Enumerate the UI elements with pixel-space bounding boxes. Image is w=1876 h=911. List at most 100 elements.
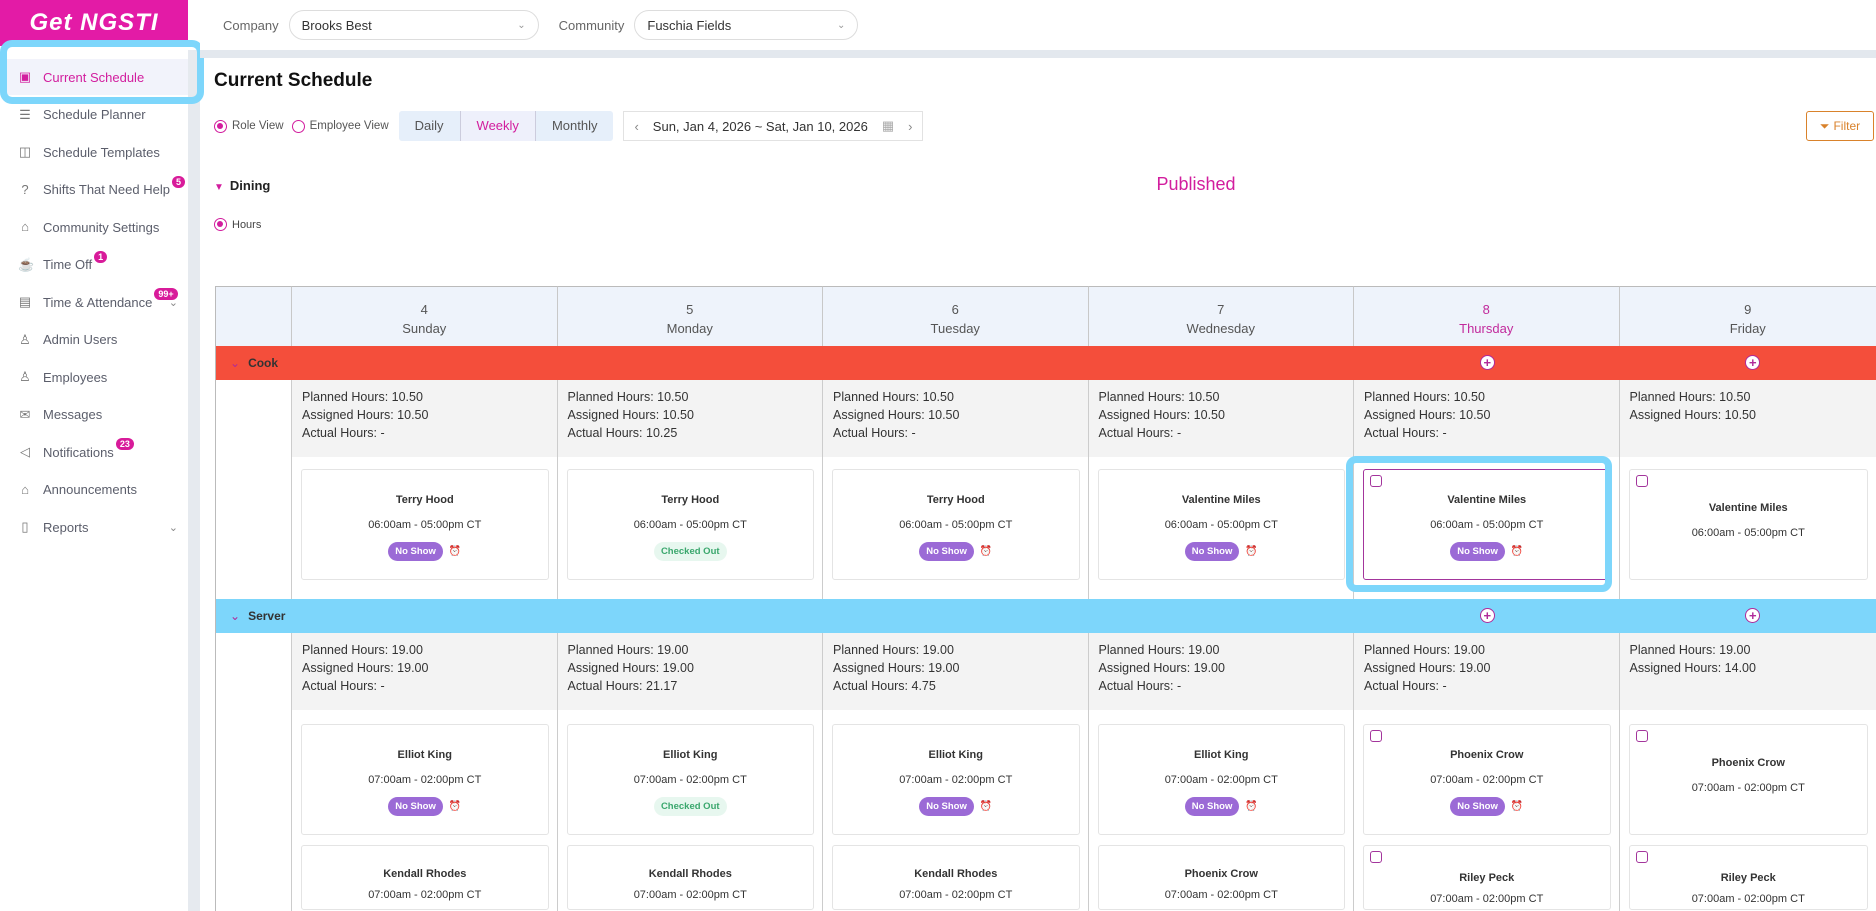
role-bar-server[interactable]: ⌄ Server + + bbox=[216, 599, 1876, 633]
shift-card[interactable]: Terry Hood 06:00am - 05:00pm CT Checked Ou… bbox=[566, 469, 814, 580]
chevron-down-icon[interactable]: ⌄ bbox=[230, 609, 241, 623]
employee-name: Elliot King bbox=[928, 749, 983, 761]
shift-time: 07:00am - 02:00pm CT bbox=[368, 889, 482, 901]
shift-checkbox[interactable] bbox=[1635, 730, 1648, 742]
sidebar-item-employees[interactable]: ♙ Employees bbox=[0, 359, 188, 395]
next-week-icon[interactable]: › bbox=[908, 118, 913, 134]
day-number: 4 bbox=[420, 302, 428, 317]
shift-card[interactable]: Riley Peck 07:00am - 02:00pm CT bbox=[1628, 845, 1868, 910]
hours-line: Actual Hours: 4.75 bbox=[833, 679, 936, 693]
sidebar-item-time-attendance[interactable]: ▤ Time & Attendance 99+ ⌄ bbox=[0, 284, 188, 320]
calendar-icon[interactable]: ▦ bbox=[881, 118, 895, 133]
shift-status: No Show ⏰ bbox=[1364, 542, 1610, 561]
shift-card[interactable]: Kendall Rhodes 07:00am - 02:00pm CT bbox=[832, 845, 1080, 910]
hours-label: Hours bbox=[232, 218, 262, 231]
employee-view-radio[interactable] bbox=[291, 119, 305, 133]
shift-card[interactable]: Valentine Miles 06:00am - 05:00pm CT No Sh… bbox=[1097, 469, 1345, 580]
filter-button[interactable]: ⏷ Filter bbox=[1806, 111, 1874, 141]
shift-checkbox[interactable] bbox=[1370, 730, 1382, 742]
shift-card[interactable]: Elliot King 07:00am - 02:00pm CT Checked O… bbox=[566, 724, 814, 835]
sidebar-scrollbar[interactable] bbox=[188, 50, 200, 911]
shift-card[interactable]: Valentine Miles 06:00am - 05:00pm CT bbox=[1628, 469, 1868, 580]
daily-button[interactable]: Daily bbox=[399, 111, 461, 141]
company-select[interactable]: Brooks Best ⌄ bbox=[288, 10, 539, 40]
employee-name: Valentine Miles bbox=[1708, 502, 1788, 514]
shift-status: Checked Out bbox=[568, 797, 814, 816]
sidebar-item-shifts-that-need-help[interactable]: ? Shifts That Need Help 5 bbox=[0, 172, 188, 208]
hours-line: Planned Hours: 19.00 bbox=[1098, 643, 1220, 657]
shift-card[interactable]: Phoenix Crow 07:00am - 02:00pm CT bbox=[1097, 845, 1345, 910]
sidebar-item-label: Community Settings bbox=[43, 219, 160, 235]
community-select[interactable]: Fuschia Fields ⌄ bbox=[634, 10, 859, 40]
hours-summary: Planned Hours: 19.00 Assigned Hours: 19.0… bbox=[1088, 633, 1354, 710]
sidebar-item-announcements[interactable]: ⌂ Announcements bbox=[0, 472, 188, 508]
hours-option[interactable]: Hours bbox=[214, 218, 261, 231]
shift-checkbox[interactable] bbox=[1635, 851, 1648, 863]
shift-checkbox[interactable] bbox=[1370, 475, 1382, 487]
shift-time: 07:00am - 02:00pm CT bbox=[899, 774, 1013, 786]
department-toggle[interactable]: ▼ Dining bbox=[214, 178, 270, 193]
add-shift-button[interactable]: + bbox=[1479, 355, 1495, 370]
hours-line: Assigned Hours: 10.50 bbox=[567, 408, 694, 422]
calendar-icon: ▤ bbox=[18, 294, 32, 309]
employee-name: Valentine Miles bbox=[1447, 494, 1527, 506]
chevron-down-icon[interactable]: ⌄ bbox=[230, 356, 241, 370]
shift-card[interactable]: Elliot King 07:00am - 02:00pm CT No Show ⏰ bbox=[832, 724, 1080, 835]
sidebar-item-community-settings[interactable]: ⌂ Community Settings bbox=[0, 209, 188, 245]
column-divider bbox=[558, 457, 823, 599]
date-range-picker[interactable]: ‹ Sun, Jan 4, 2026 ~ Sat, Jan 10, 2026 ▦… bbox=[623, 111, 924, 141]
day-header: 5 Monday bbox=[557, 286, 823, 346]
role-bar-cook[interactable]: ⌄ Cook + + bbox=[216, 346, 1876, 380]
sidebar-item-schedule-planner[interactable]: ☰ Schedule Planner bbox=[0, 97, 188, 133]
hours-line: Planned Hours: 19.00 bbox=[567, 643, 689, 657]
weekly-button[interactable]: Weekly bbox=[460, 111, 536, 141]
chevron-down-icon: ⌄ bbox=[168, 296, 178, 309]
hours-line: Planned Hours: 19.00 bbox=[302, 643, 423, 657]
add-shift-button[interactable]: + bbox=[1479, 608, 1495, 623]
role-view-radio[interactable] bbox=[214, 119, 227, 133]
monthly-button[interactable]: Monthly bbox=[551, 118, 598, 133]
alarm-icon: ⏰ bbox=[448, 801, 462, 812]
shift-card[interactable]: Kendall Rhodes 07:00am - 02:00pm CT bbox=[566, 845, 814, 910]
column-divider bbox=[1089, 710, 1354, 911]
sidebar-item-messages[interactable]: ✉ Messages bbox=[0, 397, 188, 433]
sidebar-item-admin-users[interactable]: ♙ Admin Users bbox=[0, 322, 188, 358]
status-badge: No Show bbox=[919, 542, 974, 561]
sidebar-item-time-off[interactable]: ☕ Time Off 1 bbox=[0, 247, 188, 283]
shift-card[interactable]: Kendall Rhodes 07:00am - 02:00pm CT bbox=[301, 845, 549, 910]
sidebar-item-current-schedule[interactable]: ▣ Current Schedule bbox=[0, 59, 188, 95]
report-icon: ▯ bbox=[21, 519, 29, 534]
hours-line: Assigned Hours: 19.00 bbox=[302, 661, 429, 675]
alarm-icon: ⏰ bbox=[1245, 801, 1258, 812]
shift-card[interactable]: Elliot King 07:00am - 02:00pm CT No Show ⏰ bbox=[1097, 724, 1345, 835]
department-name: Dining bbox=[229, 178, 271, 193]
shift-time: 06:00am - 05:00pm CT bbox=[899, 519, 1013, 531]
add-shift-button[interactable]: + bbox=[1745, 608, 1761, 623]
hours-line: Assigned Hours: 19.00 bbox=[1364, 661, 1491, 675]
hours-line: Assigned Hours: 19.00 bbox=[833, 661, 960, 675]
shift-card[interactable]: Phoenix Crow 07:00am - 02:00pm CT bbox=[1628, 724, 1868, 835]
shift-checkbox[interactable] bbox=[1635, 475, 1648, 487]
shift-card[interactable]: Terry Hood 06:00am - 05:00pm CT No Show ⏰ bbox=[832, 469, 1080, 580]
hours-radio[interactable] bbox=[214, 218, 227, 231]
divider bbox=[200, 50, 1876, 58]
shift-status: No Show ⏰ bbox=[833, 797, 1079, 816]
logo[interactable]: Get NGSTI bbox=[0, 0, 188, 46]
add-shift-button[interactable]: + bbox=[1745, 355, 1761, 370]
shift-card[interactable]: Valentine Miles 06:00am - 05:00pm CT No Sh… bbox=[1363, 469, 1611, 580]
sidebar-item-label: Messages bbox=[43, 407, 103, 422]
shift-card[interactable]: Riley Peck 07:00am - 02:00pm CT bbox=[1363, 845, 1611, 910]
shift-checkbox[interactable] bbox=[1370, 851, 1382, 863]
prev-week-icon[interactable]: ‹ bbox=[634, 118, 639, 134]
day-header: 7 Wednesday bbox=[1088, 286, 1354, 346]
sidebar-item-reports[interactable]: ▯ Reports ⌄ bbox=[0, 509, 188, 545]
sidebar-item-notifications[interactable]: ◁ Notifications 23 bbox=[0, 434, 188, 470]
shift-card[interactable]: Elliot King 07:00am - 02:00pm CT No Show ⏰ bbox=[301, 724, 549, 835]
shift-card[interactable]: Phoenix Crow 07:00am - 02:00pm CT No Show ⏰ bbox=[1363, 724, 1611, 835]
day-name: Tuesday bbox=[930, 321, 980, 336]
role-name: Server bbox=[248, 609, 286, 623]
sliders-icon: ☰ bbox=[19, 106, 31, 122]
shift-time: 06:00am - 05:00pm CT bbox=[633, 519, 747, 531]
shift-card[interactable]: Terry Hood 06:00am - 05:00pm CT No Show ⏰ bbox=[301, 469, 549, 580]
sidebar-item-schedule-templates[interactable]: ◫ Schedule Templates bbox=[0, 134, 188, 170]
